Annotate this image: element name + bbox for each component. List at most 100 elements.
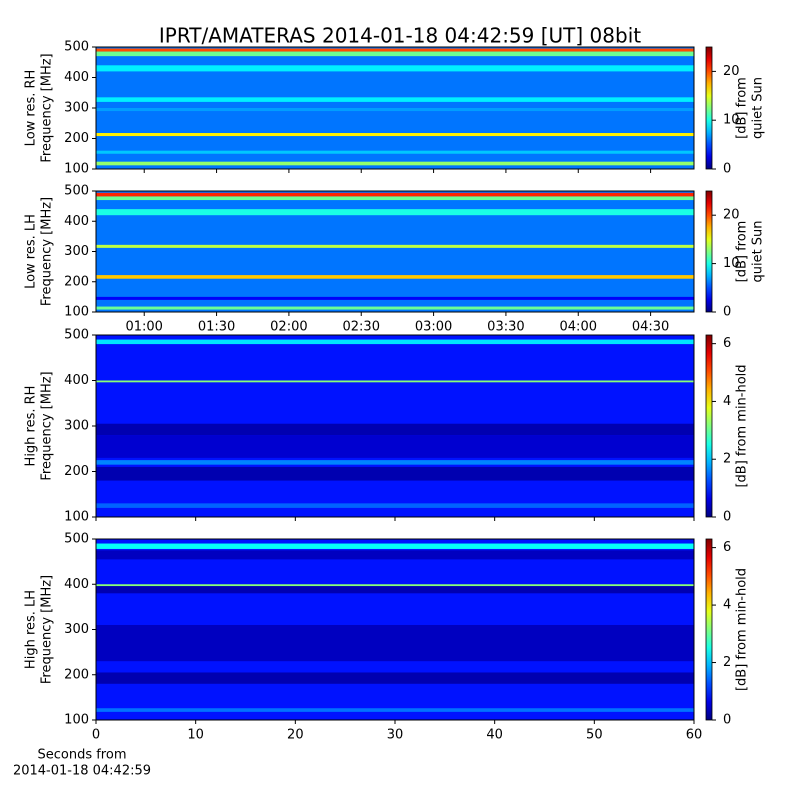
spectrogram-band [96,435,694,458]
colorbar-tick-label: 10 [723,113,740,128]
spectrogram-band [96,380,694,383]
spectrogram-band [96,209,694,216]
colorbar-tick-label: 0 [723,713,731,728]
colorbar-tick-label: 4 [723,598,731,613]
spectrogram-band [96,306,694,310]
spectrogram-band [96,672,694,684]
colorbar-tick-label: 0 [723,162,731,177]
spectrogram-band [96,65,694,72]
x-tick-label: 30 [387,728,404,743]
y-tick-label: 100 [64,510,89,525]
x-tick-label: 02:00 [270,320,307,335]
x-tick-label: 40 [486,728,503,743]
spectrogram-band [96,624,694,662]
y-axis-label: Frequency [MHz] [40,53,55,162]
x-tick-label: 50 [586,728,603,743]
x-axis-label: Seconds from [37,748,126,763]
y-tick-label: 200 [64,667,89,682]
y-axis-label: Low res. RH [24,70,39,147]
colorbar [705,334,713,518]
x-tick-label: 02:30 [343,320,380,335]
y-tick-label: 500 [64,184,89,199]
y-axis-label: Frequency [MHz] [40,197,55,306]
spectrogram-band [96,150,694,154]
x-tick-label: 03:00 [415,320,452,335]
colorbar [705,190,713,313]
colorbar [705,538,713,721]
colorbar-tick-label: 6 [723,336,731,351]
x-tick-label: 01:00 [125,320,162,335]
colorbar-label: [dB] from [735,77,750,139]
x-tick-label: 0 [92,728,100,743]
y-tick-label: 200 [64,464,89,479]
y-tick-label: 400 [64,70,89,85]
spectrogram-band [96,585,694,594]
spectrogram-band [96,543,694,549]
spectrogram-band [96,503,694,508]
x-axis-label: 2014-01-18 04:42:59 [13,764,151,779]
spectrogram-band [96,466,694,481]
y-tick-label: 100 [64,305,89,320]
y-tick-label: 300 [64,622,89,637]
figure-title: IPRT/AMATERAS 2014-01-18 04:42:59 [UT] 0… [159,24,641,48]
colorbar-tick-label: 2 [723,452,731,467]
spectrogram-band [96,550,694,560]
y-tick-label: 500 [64,328,89,343]
spectrogram-band [96,196,694,201]
spectrogram-band [96,244,694,248]
y-axis-label: Frequency [MHz] [40,575,55,684]
colorbar-label: quiet Sun [751,220,766,282]
colorbar-tick-label: 20 [723,64,740,79]
colorbar-tick-label: 2 [723,655,731,670]
x-tick-label: 03:30 [487,320,524,335]
x-tick-label: 20 [287,728,304,743]
colorbar-tick-label: 6 [723,540,731,555]
spectrogram-band [96,423,694,436]
spectrogram-band [96,48,694,52]
spectrogram-band [96,584,694,587]
colorbar-label: [dB] from [735,221,750,283]
spectrogram-band [96,51,694,57]
y-axis-label: High res. RH [24,386,39,467]
spectrogram-band [96,97,694,102]
y-tick-label: 300 [64,419,89,434]
x-tick-label: 01:30 [198,320,235,335]
spectrogram-band [96,108,694,112]
y-tick-label: 100 [64,713,89,728]
y-tick-label: 400 [64,214,89,229]
spectrogram-band [96,133,694,137]
y-axis-label: High res. LH [24,590,39,669]
y-tick-label: 200 [64,274,89,289]
colorbar-tick-label: 10 [723,256,740,271]
y-tick-label: 300 [64,244,89,259]
colorbar-tick-label: 0 [723,305,731,320]
y-tick-label: 300 [64,101,89,116]
y-tick-label: 100 [64,162,89,177]
colorbar-tick-label: 20 [723,208,740,223]
spectrogram-band [96,708,694,712]
colorbar [705,46,713,170]
y-tick-label: 500 [64,40,89,55]
y-axis-label: Frequency [MHz] [40,371,55,480]
colorbar-tick-label: 0 [723,510,731,525]
x-tick-label: 10 [187,728,204,743]
spectrogram-band [96,296,694,300]
colorbar-tick-label: 4 [723,394,731,409]
spectrogram-band [96,339,694,345]
colorbar-label: [dB] from min-hold [735,364,750,487]
x-tick-label: 60 [686,728,703,743]
y-tick-label: 400 [64,373,89,388]
colorbar-label: quiet Sun [751,77,766,139]
colorbar-label: [dB] from min-hold [735,568,750,691]
spectrogram-band [96,192,694,197]
y-axis-label: Low res. LH [24,214,39,289]
y-tick-label: 200 [64,131,89,146]
x-tick-label: 04:00 [560,320,597,335]
y-tick-label: 500 [64,532,89,547]
spectrogram-band [96,161,694,166]
y-tick-label: 400 [64,577,89,592]
x-tick-label: 04:30 [632,320,669,335]
spectrogram-band [96,460,694,465]
spectrogram-band [96,275,694,279]
